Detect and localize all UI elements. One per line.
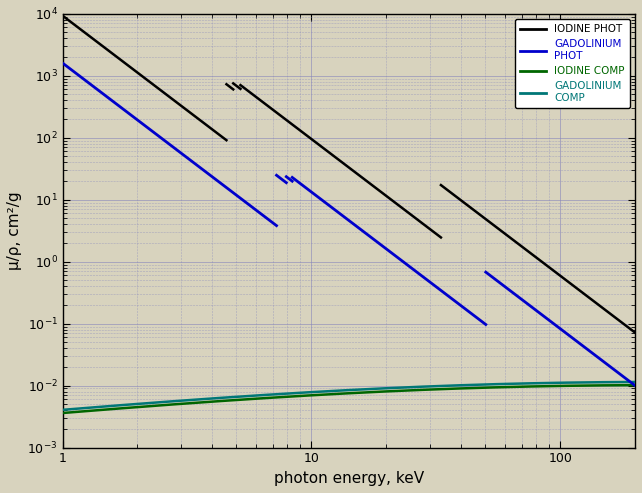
Legend: IODINE PHOT, GADOLINIUM
PHOT, IODINE COMP, GADOLINIUM
COMP: IODINE PHOT, GADOLINIUM PHOT, IODINE COM…: [514, 19, 630, 108]
Y-axis label: μ/ρ, cm²/g: μ/ρ, cm²/g: [7, 191, 22, 270]
X-axis label: photon energy, keV: photon energy, keV: [273, 471, 424, 486]
